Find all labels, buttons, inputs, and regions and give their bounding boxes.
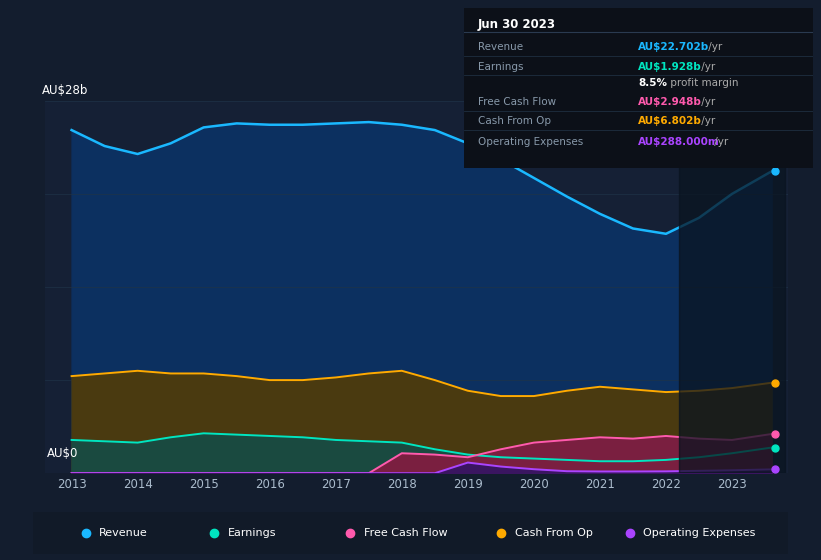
Text: AU$6.802b: AU$6.802b [639, 116, 702, 126]
Text: Revenue: Revenue [99, 529, 148, 538]
Text: AU$288.000m: AU$288.000m [639, 137, 720, 147]
Text: Operating Expenses: Operating Expenses [643, 529, 755, 538]
Text: Free Cash Flow: Free Cash Flow [478, 97, 556, 107]
Bar [679, 101, 785, 473]
Text: AU$28b: AU$28b [41, 84, 88, 97]
Text: /yr: /yr [711, 137, 728, 147]
Text: Operating Expenses: Operating Expenses [478, 137, 583, 147]
Text: /yr: /yr [699, 62, 716, 72]
Text: profit margin: profit margin [667, 78, 738, 87]
Text: /yr: /yr [699, 97, 716, 107]
Text: AU$22.702b: AU$22.702b [639, 41, 709, 52]
Text: AU$2.948b: AU$2.948b [639, 97, 702, 107]
Text: Earnings: Earnings [478, 62, 523, 72]
Text: Jun 30 2023: Jun 30 2023 [478, 18, 556, 31]
Text: /yr: /yr [704, 41, 722, 52]
Text: AU$1.928b: AU$1.928b [639, 62, 702, 72]
Text: AU$0: AU$0 [47, 447, 78, 460]
Text: Cash From Op: Cash From Op [478, 116, 551, 126]
Text: Cash From Op: Cash From Op [515, 529, 593, 538]
Text: 8.5%: 8.5% [639, 78, 667, 87]
Text: Revenue: Revenue [478, 41, 523, 52]
Text: Earnings: Earnings [227, 529, 276, 538]
Text: Free Cash Flow: Free Cash Flow [364, 529, 447, 538]
Text: /yr: /yr [699, 116, 716, 126]
